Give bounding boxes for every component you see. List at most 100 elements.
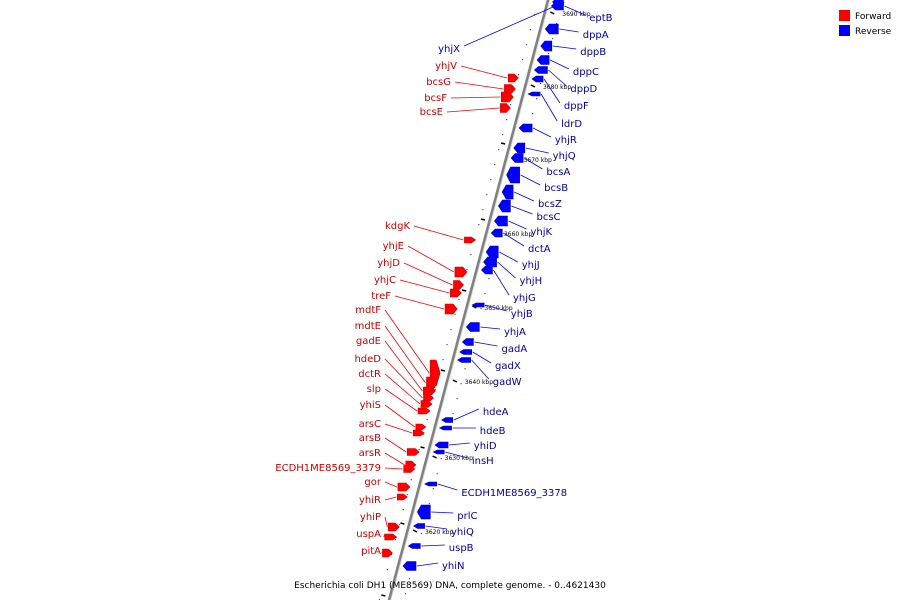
tick-label: 3640 kbp [465,379,493,386]
scale-dot [533,14,536,16]
forward-gene-feature [396,493,408,501]
forward-gene-connector [384,467,403,470]
scale-dot [521,59,524,61]
forward-gene-connector [384,481,398,488]
scale-dot [390,554,392,556]
scale-dot [442,359,444,361]
reverse-gene-label: yhjR [555,135,577,146]
reverse-gene-connector [480,326,501,330]
minor-tick [381,594,386,597]
forward-gene-feature [444,303,458,315]
tick-label: 3620 kbp [425,529,453,536]
scale-dot [536,98,538,100]
reverse-gene-feature [531,75,544,83]
reverse-gene-label: yhjG [513,293,536,304]
scale-dot [551,38,554,40]
reverse-gene-label: uspB [449,543,474,554]
forward-gene-feature [420,400,433,408]
forward-gene-connector [384,388,418,412]
reverse-gene-connector [508,220,527,230]
forward-gene-connector [413,225,464,241]
forward-gene-label: yhiS [360,400,381,411]
scale-dot [402,509,404,511]
forward-gene-label: gor [364,477,381,488]
forward-gene-label: arsB [359,433,381,444]
forward-gene-feature [423,386,436,396]
reverse-gene-label: dppC [573,67,599,78]
forward-gene-connector [403,262,453,286]
scale-dot [432,488,434,490]
reverse-gene-feature [413,523,425,529]
scale-dot [434,389,436,391]
minor-tick [420,446,425,449]
forward-gene-feature [403,465,416,473]
forward-gene-label: uspA [356,529,381,540]
forward-gene-feature [412,429,425,437]
scale-dot [450,329,452,331]
forward-gene-label: hdeD [354,354,381,365]
forward-gene-connector [384,373,421,405]
forward-gene-connector [394,295,445,310]
label-connectors [381,1,586,567]
scale-dot [502,134,504,136]
scale-dot [532,113,534,115]
reverse-gene-label: yhjJ [522,260,540,271]
reverse-gene-label: ldrD [561,119,582,130]
scale-dot [486,194,488,196]
scale-dot [418,449,420,451]
forward-gene-connector [384,340,423,392]
reverse-gene-feature [457,357,471,363]
reverse-gene-feature [465,322,480,332]
forward-gene-label: gadE [356,336,381,347]
reverse-gene-label: bcsA [546,167,570,178]
scale-dot [398,524,400,526]
reverse-gene-connector [485,304,507,312]
forward-gene-label: yhjD [377,258,400,269]
forward-gene-label: kdgK [385,221,410,232]
reverse-gene-connector [437,483,458,491]
scale-dot [482,209,484,211]
reverse-gene-feature [490,228,503,238]
scale-dot [529,29,532,31]
reverse-gene-feature [434,441,449,449]
scale-dot [426,419,428,421]
scale-dot [494,164,496,166]
forward-gene-label: yhiR [359,495,381,506]
reverse-gene-label: dctA [528,244,551,255]
legend-reverse-label: Reverse [855,27,892,37]
forward-gene-feature [382,548,393,558]
scale-dot [436,473,438,475]
scale-dot [440,458,442,460]
reverse-gene-label: yhiN [442,561,465,572]
forward-gene-connector [384,452,405,466]
reverse-gene-feature [407,543,421,549]
forward-gene-feature [500,103,511,113]
tick-mark [549,11,555,15]
reverse-gene-label: bcsZ [538,199,562,210]
forward-gene-label: treF [371,291,391,302]
scale-dot [490,179,492,181]
forward-gene-feature [453,280,464,290]
reverse-gene-label: gadW [493,377,522,388]
tick-mark [432,455,437,459]
scale-dot [460,383,462,385]
reverse-gene-label: yhjB [511,309,533,320]
reverse-gene-connector [445,451,468,459]
reverse-gene-connector [525,147,549,154]
forward-gene-label: arsR [359,448,381,459]
reverse-gene-label: yhjH [520,276,543,287]
reverse-gene-label: dppF [564,101,589,112]
gene-features [382,0,564,571]
forward-gene-label: yhiP [360,512,381,523]
forward-gene-connector [384,496,397,501]
reverse-gene-connector [540,93,558,122]
forward-gene-feature [450,288,462,298]
reverse-gene-feature [402,561,417,571]
forward-gene-label: yhjE [383,241,404,252]
tick-mark [412,529,418,533]
backbone-line [387,0,550,600]
forward-gene-label: slp [367,384,381,395]
forward-gene-connector [384,404,416,428]
forward-gene-connector [384,516,388,528]
